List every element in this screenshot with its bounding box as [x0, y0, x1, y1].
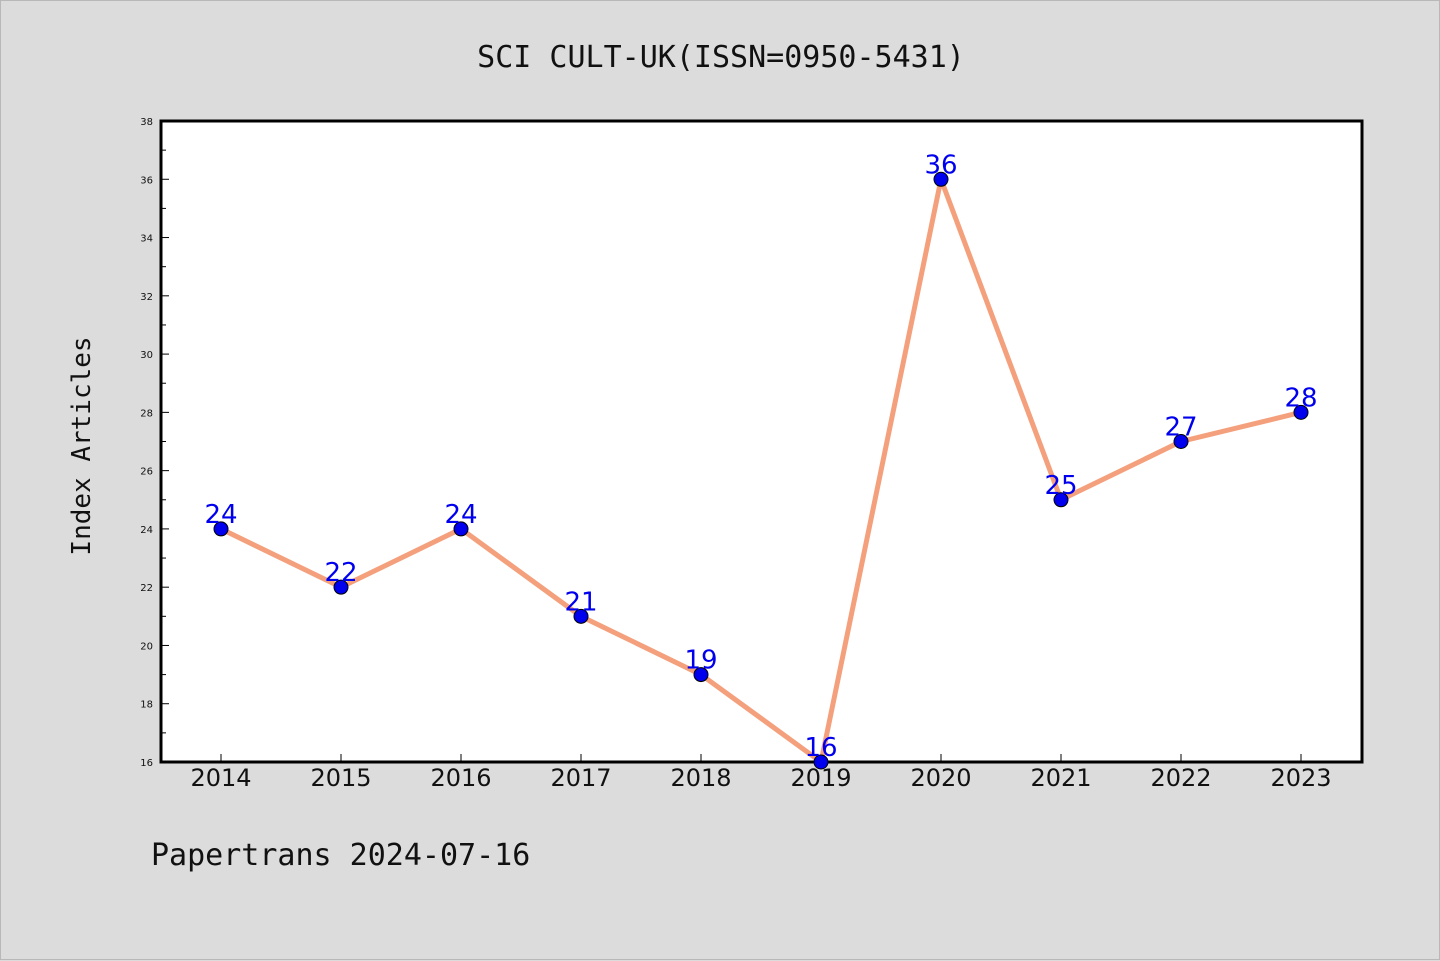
- x-tick-label: 2016: [430, 764, 491, 792]
- y-tick-label: 36: [140, 175, 153, 186]
- y-tick-label: 28: [140, 408, 153, 419]
- data-point: [933, 171, 949, 187]
- data-label: 22: [324, 558, 357, 588]
- data-label: 28: [1284, 383, 1317, 413]
- x-tick-label: 2017: [550, 764, 611, 792]
- data-point: [813, 754, 829, 770]
- data-point: [573, 608, 589, 624]
- series-line: [219, 176, 1302, 765]
- data-point: [1053, 492, 1069, 508]
- data-label: 21: [564, 587, 597, 617]
- x-tick-label: 2021: [1030, 764, 1091, 792]
- x-tick-label: 2014: [190, 764, 251, 792]
- y-axis-label: Index Articles: [67, 336, 97, 555]
- y-tick-label: 18: [140, 700, 153, 711]
- x-tick-label: 2018: [670, 764, 731, 792]
- y-tick-label: 32: [140, 292, 153, 303]
- y-tick-label: 30: [140, 350, 153, 361]
- y-tick-label: 22: [140, 583, 153, 594]
- y-tick-label: 34: [140, 234, 153, 245]
- data-label: 19: [684, 646, 717, 676]
- y-tick-label: 16: [140, 758, 153, 769]
- plot-area: [159, 119, 1364, 764]
- data-point: [333, 579, 349, 595]
- y-axis-ticks: 16 18 20 22 24 26 28 30 32 34 36 38: [140, 117, 169, 769]
- x-axis-ticks: 2014 2015 2016 2017 2018 2019 2020 2021 2022 2023: [190, 754, 1332, 792]
- data-label: 16: [804, 733, 837, 763]
- y-tick-label: 26: [140, 467, 153, 478]
- data-label: 24: [204, 500, 237, 530]
- data-point: [1293, 404, 1309, 420]
- x-tick-label: 2023: [1270, 764, 1331, 792]
- data-label: 36: [924, 150, 957, 180]
- x-tick-label: 2015: [310, 764, 371, 792]
- x-tick-label: 2020: [910, 764, 971, 792]
- data-label: 25: [1044, 471, 1077, 501]
- x-tick-label: 2022: [1150, 764, 1211, 792]
- chart-title: SCI CULT-UK(ISSN=0950-5431): [477, 40, 965, 75]
- data-label: 24: [444, 500, 477, 530]
- y-tick-label: 24: [140, 525, 153, 536]
- y-tick-label: 20: [140, 641, 153, 652]
- footer-text: Papertrans 2024-07-16: [151, 838, 530, 873]
- data-label: 27: [1164, 413, 1197, 443]
- data-point: [213, 521, 229, 537]
- data-labels: 24 22 24 21 19 16 36 25 27 28: [204, 150, 1317, 763]
- data-point: [693, 667, 709, 683]
- series-line-group: [219, 176, 1302, 765]
- y-tick-label: 38: [140, 117, 153, 128]
- data-points: [213, 171, 1309, 770]
- data-point: [453, 521, 469, 537]
- data-point: [1173, 434, 1189, 449]
